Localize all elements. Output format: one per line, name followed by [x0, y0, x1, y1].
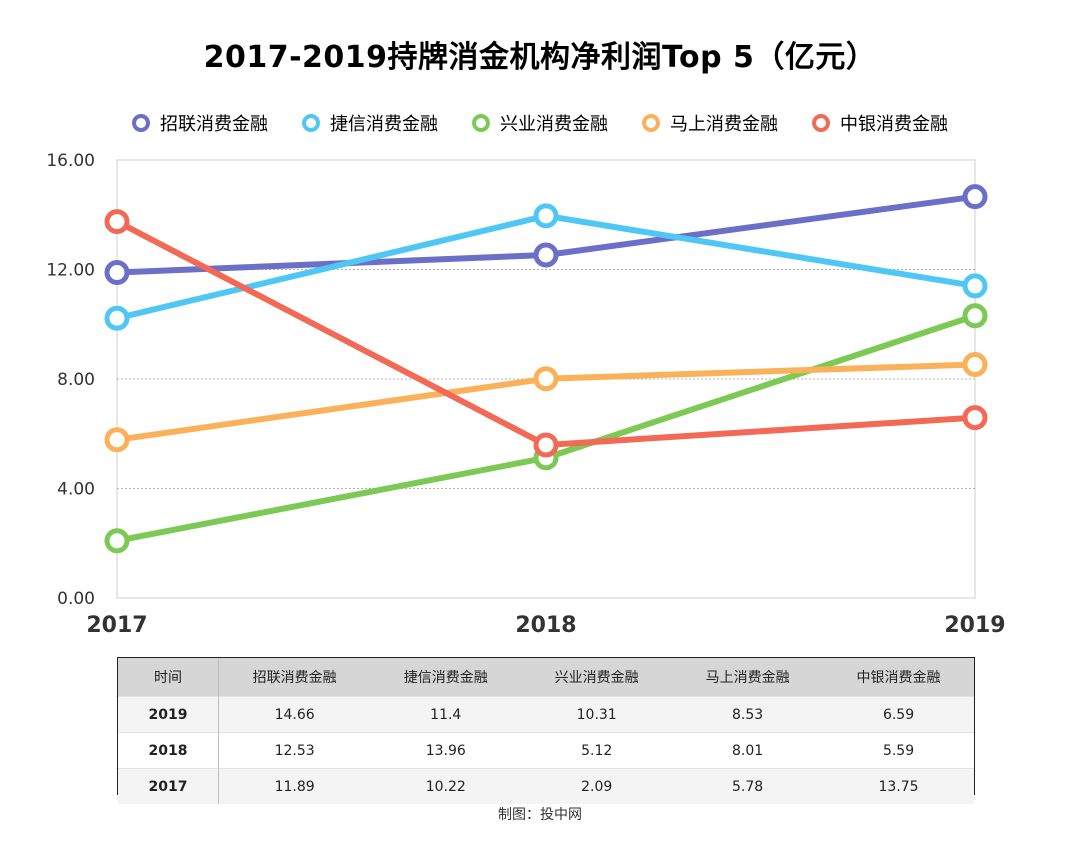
data-point-0-0: [104, 260, 130, 286]
y-tick-label: 8.00: [57, 370, 95, 390]
data-point-3-0: [104, 427, 130, 453]
data-point-3-2: [962, 351, 988, 377]
legend-swatch-jiexin: [302, 114, 320, 132]
table-cell: 13.75: [823, 768, 974, 804]
table-cell-year: 2018: [118, 732, 219, 769]
table-cell: 2.09: [521, 768, 673, 804]
table-cell: 8.01: [672, 732, 824, 769]
table-cell: 11.89: [218, 768, 371, 804]
data-point-0-1: [533, 242, 559, 268]
data-table-grid: 时间 招联消费金融 捷信消费金融 兴业消费金融 马上消费金融 中银消费金融 20…: [118, 658, 974, 804]
y-tick-label: 0.00: [57, 589, 95, 609]
table-row: 2017 11.89 10.22 2.09 5.78 13.75: [118, 768, 974, 804]
data-point-1-1: [533, 203, 559, 229]
data-point-2-0: [104, 528, 130, 554]
source-note: 制图：投中网: [498, 807, 582, 823]
table-cell: 5.78: [672, 768, 824, 804]
y-tick-label: 16.00: [46, 151, 95, 171]
legend-label-mashang: 马上消费金融: [670, 114, 778, 135]
data-point-4-2: [962, 405, 988, 431]
legend-label-zhongyin: 中银消费金融: [840, 114, 948, 135]
legend-item-zhongyin: 中银消费金融: [812, 108, 948, 138]
table-header-cell: 招联消费金融: [218, 658, 371, 697]
legend-swatch-zhongyin: [812, 114, 830, 132]
legend-swatch-mashang: [642, 114, 660, 132]
table-cell-year: 2017: [118, 768, 219, 804]
data-point-1-0: [104, 305, 130, 331]
data-table: 时间 招联消费金融 捷信消费金融 兴业消费金融 马上消费金融 中银消费金融 20…: [117, 657, 975, 804]
table-row: 2018 12.53 13.96 5.12 8.01 5.59: [118, 732, 974, 769]
table-cell: 10.22: [370, 768, 522, 804]
table-cell: 5.59: [823, 732, 974, 769]
x-tick-label: 2018: [515, 613, 576, 638]
data-point-4-0: [104, 209, 130, 235]
legend-swatch-zhaolian: [132, 114, 150, 132]
data-point-3-1: [533, 366, 559, 392]
table-header-cell: 时间: [118, 658, 219, 697]
table-cell: 8.53: [672, 696, 824, 733]
table-cell: 5.12: [521, 732, 673, 769]
table-header-row: 时间 招联消费金融 捷信消费金融 兴业消费金融 马上消费金融 中银消费金融: [118, 658, 974, 697]
legend-label-zhaolian: 招联消费金融: [160, 114, 268, 135]
data-point-0-2: [962, 184, 988, 210]
table-cell: 12.53: [218, 732, 371, 769]
table-header-cell: 中银消费金融: [823, 658, 974, 697]
legend-item-zhaolian: 招联消费金融: [132, 108, 268, 138]
legend-label-jiexin: 捷信消费金融: [330, 114, 438, 135]
data-point-4-1: [533, 432, 559, 458]
line-chart: 0.00 4.00 8.00 12.00 16.00 2017 2018 2019: [46, 151, 1005, 638]
table-header-cell: 捷信消费金融: [370, 658, 522, 697]
data-point-1-2: [962, 273, 988, 299]
legend-item-xingye: 兴业消费金融: [472, 108, 608, 138]
table-cell: 10.31: [521, 696, 673, 733]
table-cell: 6.59: [823, 696, 974, 733]
table-header-cell: 马上消费金融: [672, 658, 824, 697]
x-tick-label: 2017: [86, 613, 147, 638]
table-header-cell: 兴业消费金融: [521, 658, 673, 697]
legend-item-jiexin: 捷信消费金融: [302, 108, 438, 138]
table-cell: 14.66: [218, 696, 371, 733]
y-tick-label: 12.00: [46, 261, 95, 281]
table-cell: 11.4: [370, 696, 522, 733]
data-point-2-2: [962, 303, 988, 329]
legend-label-xingye: 兴业消费金融: [500, 114, 608, 135]
table-cell: 13.96: [370, 732, 522, 769]
legend: 招联消费金融 捷信消费金融 兴业消费金融 马上消费金融 中银消费金融: [0, 108, 1080, 138]
x-tick-label: 2019: [944, 613, 1005, 638]
legend-swatch-xingye: [472, 114, 490, 132]
table-row: 2019 14.66 11.4 10.31 8.53 6.59: [118, 696, 974, 733]
legend-item-mashang: 马上消费金融: [642, 108, 778, 138]
y-tick-label: 4.00: [57, 480, 95, 500]
chart-title: 2017-2019持牌消金机构净利润Top 5（亿元）: [203, 40, 877, 75]
table-cell-year: 2019: [118, 696, 219, 733]
